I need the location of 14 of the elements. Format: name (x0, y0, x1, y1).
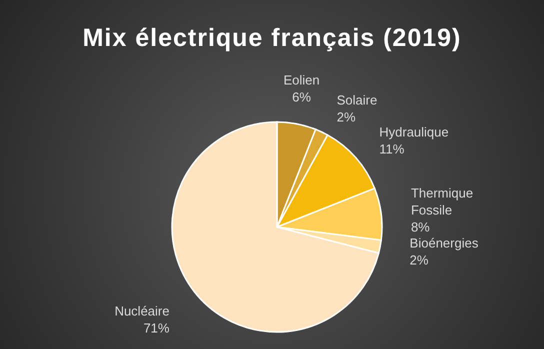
slice-label: Thermique Fossile (410, 186, 474, 218)
pie-slice (171, 121, 380, 333)
slice-label: Nucléaire (114, 303, 170, 318)
data-label: 71% (143, 320, 170, 336)
chart-title: Mix électrique français (2019) (82, 24, 462, 52)
data-label: 8% (410, 220, 430, 235)
data-label: 2% (336, 109, 356, 124)
data-label: 2% (410, 252, 429, 268)
slice-label: Solaire (336, 92, 378, 108)
slice-label: Hydraulique (379, 124, 449, 140)
data-label: 6% (292, 89, 312, 104)
slice-label: Bioénergies (410, 236, 479, 251)
slice-label: Eolien (283, 72, 320, 88)
data-label: 11% (379, 141, 405, 156)
